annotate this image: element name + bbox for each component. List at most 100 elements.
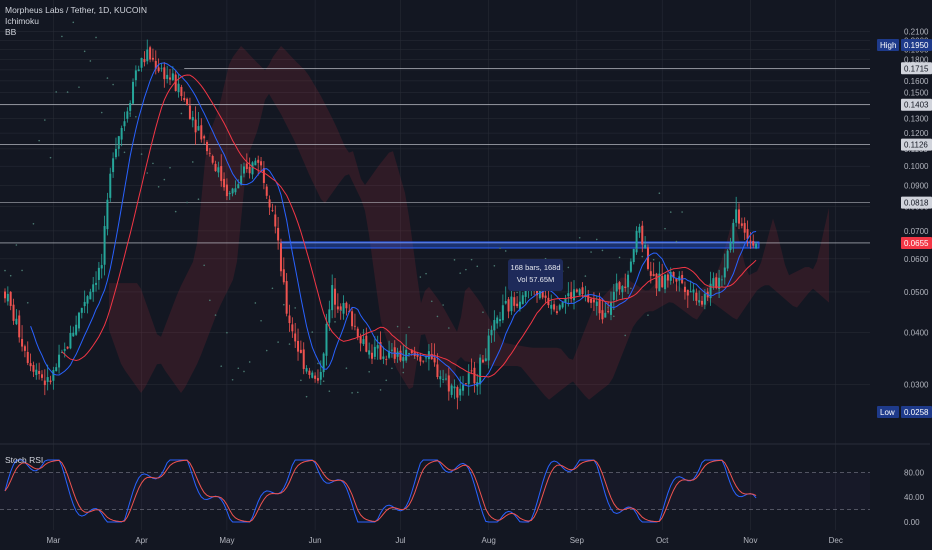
lagging-dot — [72, 21, 75, 24]
candle-body — [578, 289, 581, 296]
candle-body — [481, 359, 484, 363]
bollinger-bands — [30, 62, 757, 387]
candle-body — [561, 302, 564, 308]
candle-body — [351, 311, 354, 327]
time-tick-label: Apr — [135, 536, 148, 545]
lagging-dot — [294, 307, 296, 309]
lagging-dot — [430, 300, 433, 303]
indicator-ichimoku[interactable]: Ichimoku — [5, 16, 40, 26]
candle-body — [240, 175, 243, 185]
candle-body — [649, 271, 652, 276]
candle-body — [251, 162, 254, 175]
measure-label: 168 bars, 168d Vol 57.65M — [508, 259, 563, 291]
lagging-dot — [271, 287, 274, 290]
candle-body — [484, 358, 487, 362]
kijun-line — [61, 74, 757, 378]
indicator-bb[interactable]: BB — [5, 27, 17, 37]
lagging-dot — [61, 35, 63, 38]
time-tick-label: Dec — [829, 536, 843, 545]
lagging-dot — [157, 185, 160, 188]
candle-body — [720, 279, 723, 281]
lagging-dot — [453, 259, 456, 261]
lagging-dot — [203, 264, 205, 267]
candle-body — [624, 286, 627, 288]
candle-body — [291, 324, 294, 332]
lagging-dot — [214, 314, 217, 316]
candle-body — [282, 269, 285, 283]
candle-body — [83, 301, 86, 307]
lagging-dot — [186, 201, 188, 204]
candle-body — [285, 281, 288, 314]
candle-body — [598, 298, 601, 314]
candle-body — [430, 353, 433, 360]
candle-body — [499, 319, 502, 322]
candle-body — [183, 97, 186, 100]
lagging-dot — [385, 379, 388, 382]
lagging-dot — [601, 249, 604, 252]
candle-body — [385, 358, 388, 360]
lagging-dot — [26, 301, 29, 304]
lagging-dot — [345, 367, 348, 369]
candle-body — [63, 349, 66, 351]
candle-body — [544, 295, 547, 298]
lagging-dot — [135, 115, 137, 118]
cloud-area — [109, 46, 829, 400]
time-tick-label: Aug — [482, 536, 496, 545]
candle-body — [4, 291, 6, 299]
candle-body — [305, 368, 308, 372]
candle-body — [726, 250, 729, 269]
candle-body — [75, 324, 78, 335]
candle-body — [260, 161, 263, 166]
price-tick-label: 0.1800 — [904, 56, 929, 65]
candle-body — [743, 223, 746, 233]
candle-body — [86, 296, 89, 304]
lagging-dot — [260, 319, 262, 322]
candle-body — [376, 345, 379, 349]
candle-body — [644, 244, 647, 248]
candle-body — [712, 278, 715, 287]
lagging-dot — [15, 244, 18, 246]
lagging-dot — [504, 250, 507, 252]
lagging-dot — [129, 112, 131, 115]
lagging-dot — [578, 236, 581, 239]
lagging-dot — [83, 50, 86, 53]
candle-body — [242, 166, 245, 174]
lagging-dot — [448, 327, 450, 329]
lagging-dot — [231, 378, 234, 381]
high-tag-bg — [901, 39, 932, 51]
candle-body — [496, 317, 499, 324]
candle-body — [106, 199, 109, 230]
candle-body — [425, 357, 428, 359]
stoch-rsi-title: Stoch RSI — [5, 455, 44, 465]
lagging-dot — [374, 357, 376, 360]
lagging-dot — [351, 392, 353, 394]
lagging-dot — [100, 111, 103, 114]
candle-body — [755, 243, 758, 249]
lagging-dot — [681, 211, 683, 213]
candle-body — [231, 188, 234, 194]
lagging-dot — [300, 379, 302, 382]
candle-body — [715, 277, 718, 288]
measure-volume: Vol 57.65M — [516, 275, 555, 284]
candle-body — [35, 369, 38, 376]
lagging-dot — [32, 222, 35, 225]
candle-body — [77, 312, 80, 329]
candle-body — [402, 357, 405, 362]
lagging-dot — [305, 395, 308, 398]
rsi-tick-label: 80.00 — [904, 468, 925, 477]
candle-body — [709, 283, 712, 299]
lagging-dot — [442, 304, 444, 306]
low-tag-bg — [901, 406, 932, 418]
candle-body — [149, 47, 152, 60]
rsi-k-line — [4, 459, 757, 523]
lagging-dot — [78, 86, 80, 88]
candle-body — [666, 274, 669, 281]
lagging-dot — [419, 276, 422, 278]
candle-body — [69, 332, 72, 349]
lagging-dot — [220, 365, 223, 367]
candle-body — [160, 67, 163, 69]
candle-body — [618, 282, 621, 290]
price-tick-label: 0.0600 — [904, 255, 929, 264]
candle-body — [575, 289, 578, 292]
